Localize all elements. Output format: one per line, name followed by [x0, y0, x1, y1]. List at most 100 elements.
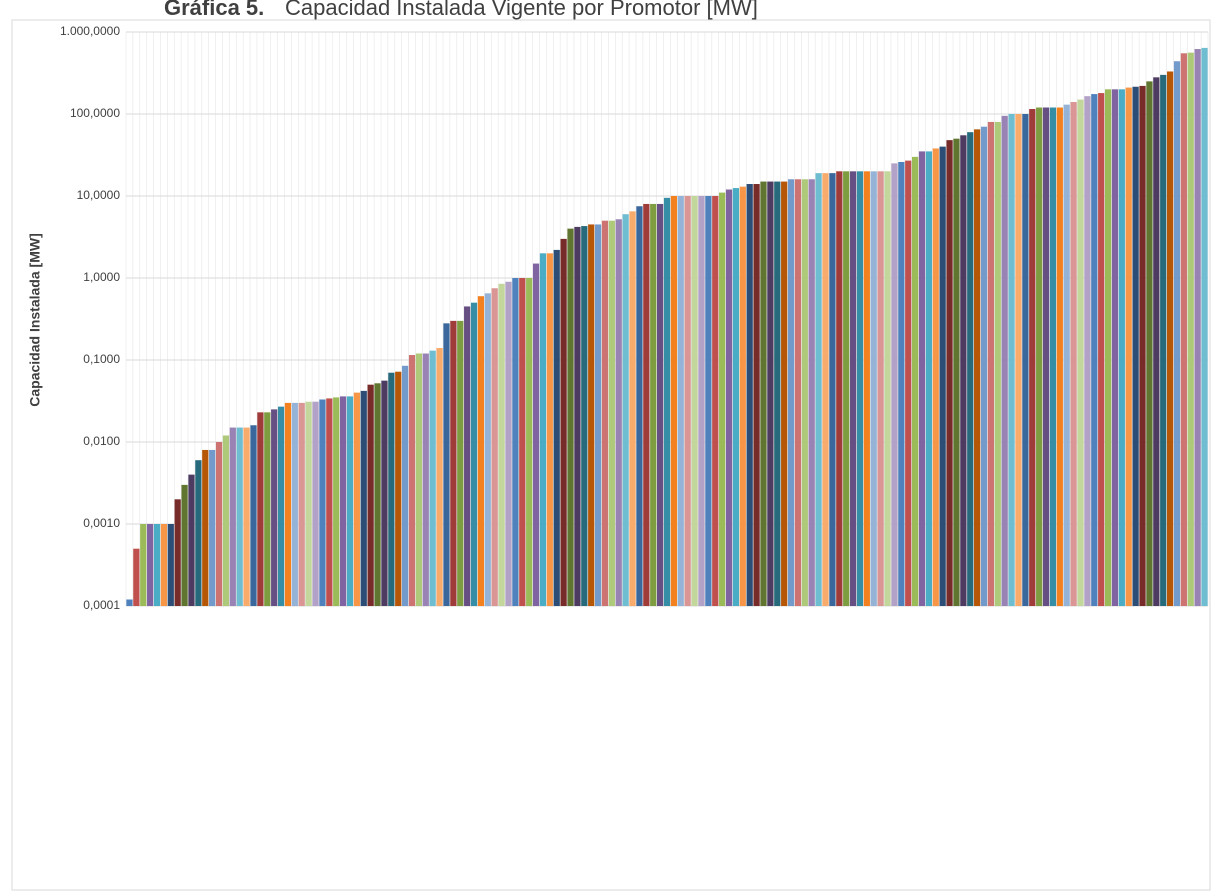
bar: [532, 263, 540, 606]
bar: [670, 196, 677, 606]
bar: [333, 397, 340, 606]
bar: [388, 372, 395, 606]
y-tick-label: 10,0000: [77, 188, 121, 202]
bar: [491, 288, 498, 606]
bar: [615, 219, 622, 606]
bar: [305, 401, 312, 606]
bar: [236, 427, 243, 606]
bar: [877, 171, 884, 606]
bar: [1132, 86, 1139, 606]
bar: [574, 226, 581, 606]
bar: [787, 179, 795, 607]
bar: [209, 449, 216, 606]
bar: [291, 402, 298, 606]
bar: [498, 283, 505, 606]
y-tick-label: 1.000,0000: [60, 24, 120, 38]
bar: [443, 323, 450, 606]
y-tick-label: 1,0000: [83, 270, 120, 284]
bar: [271, 409, 278, 606]
bar: [1180, 53, 1187, 606]
bar: [746, 184, 753, 606]
bar: [677, 196, 684, 606]
bar: [891, 163, 898, 607]
bar: [939, 146, 946, 606]
bar: [1098, 93, 1105, 607]
bar: [629, 211, 636, 606]
bar: [953, 138, 960, 607]
bar: [1111, 89, 1119, 606]
bar: [1001, 115, 1008, 607]
bar: [539, 253, 547, 606]
bar: [546, 253, 553, 606]
bar: [374, 383, 381, 606]
bar: [1187, 52, 1194, 607]
bar: [126, 599, 133, 606]
bar: [719, 192, 726, 606]
bar: [980, 126, 988, 606]
bar: [353, 392, 360, 606]
bar: [160, 524, 168, 606]
y-axis-label: Capacidad Instalada [MW]: [27, 233, 43, 406]
bar: [1125, 87, 1132, 607]
bar: [781, 181, 788, 606]
bar: [822, 173, 829, 606]
bar: [140, 524, 147, 606]
bar: [1070, 102, 1077, 606]
bar: [643, 203, 650, 606]
bar: [484, 293, 491, 606]
bar: [326, 398, 333, 606]
bar: [1194, 49, 1201, 607]
chart-title: Capacidad Instalada Vigente por Promotor…: [285, 0, 758, 20]
bar: [457, 320, 464, 606]
bar: [133, 548, 140, 606]
bar: [422, 353, 429, 606]
bar: [202, 449, 209, 606]
bar: [1015, 114, 1022, 606]
bar: [884, 171, 891, 606]
bar: [395, 371, 402, 606]
bar: [808, 179, 815, 607]
bar: [691, 196, 698, 606]
bar: [188, 474, 195, 606]
bar: [346, 396, 354, 606]
y-tick-label: 100,0000: [70, 106, 120, 120]
bar: [1022, 114, 1029, 606]
bar: [339, 396, 347, 606]
bar: [312, 401, 319, 606]
y-tick-label: 0,0100: [83, 434, 120, 448]
bar: [408, 355, 416, 606]
bar: [1139, 85, 1146, 607]
bar: [195, 460, 202, 606]
bar: [1084, 96, 1091, 606]
bar: [794, 179, 802, 607]
bar: [277, 406, 285, 606]
bar: [181, 484, 188, 606]
bar: [650, 203, 657, 606]
bar: [367, 384, 374, 606]
bar: [932, 148, 939, 606]
y-tick-label: 0,0010: [83, 516, 120, 530]
bar: [1153, 77, 1160, 607]
bar: [153, 524, 161, 606]
bar: [856, 171, 864, 606]
bar: [1160, 74, 1167, 607]
bar: [732, 188, 740, 606]
bar: [519, 278, 526, 606]
bar: [918, 151, 926, 606]
bar: [705, 196, 712, 606]
bar: [505, 281, 512, 606]
bar: [222, 435, 230, 606]
bar: [147, 524, 154, 606]
bar: [470, 302, 478, 606]
bar: [870, 171, 877, 606]
bar: [994, 121, 1001, 606]
bar: [753, 184, 760, 606]
bar: [925, 151, 932, 606]
bar: [815, 173, 822, 606]
bar: [725, 189, 733, 606]
bar: [174, 499, 181, 606]
bar: [760, 181, 767, 606]
y-tick-label: 0,0001: [83, 598, 120, 612]
bar: [567, 228, 574, 606]
bar: [526, 278, 533, 606]
